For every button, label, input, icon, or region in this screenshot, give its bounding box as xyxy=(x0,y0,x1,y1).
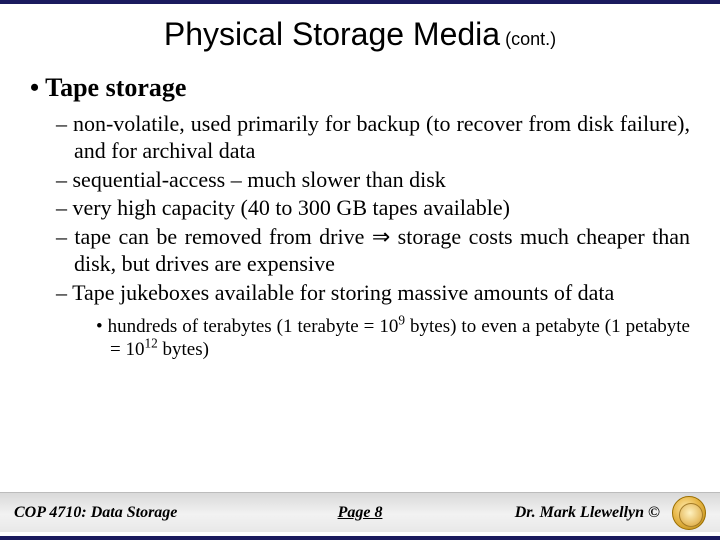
slide-title: Physical Storage Media xyxy=(164,16,500,52)
bullet-lvl2: sequential-access – much slower than dis… xyxy=(74,167,690,194)
footer-author: Dr. Mark Llewellyn © xyxy=(515,504,660,522)
bullet-lvl2: Tape jukeboxes available for storing mas… xyxy=(74,280,690,307)
slide: Physical Storage Media (cont.) Tape stor… xyxy=(0,0,720,540)
footer-right-group: Dr. Mark Llewellyn © xyxy=(515,496,706,530)
lvl3-sup2: 12 xyxy=(144,336,157,351)
title-wrap: Physical Storage Media (cont.) xyxy=(0,4,720,59)
footer-page: Page 8 xyxy=(338,504,383,522)
lvl3-post: bytes) xyxy=(158,339,209,360)
lvl3-pre: hundreds of terabytes (1 terabyte = 10 xyxy=(108,316,399,337)
bullet-lvl2: non-volatile, used primarily for backup … xyxy=(74,111,690,165)
arrow-icon: ⇒ xyxy=(372,224,390,249)
slide-title-cont: (cont.) xyxy=(500,29,556,49)
ucf-seal-icon xyxy=(672,496,706,530)
heading-tape-storage: Tape storage xyxy=(30,73,690,103)
footer: COP 4710: Data Storage Page 8 Dr. Mark L… xyxy=(0,492,720,532)
content: Tape storage non-volatile, used primaril… xyxy=(0,59,720,536)
footer-left: COP 4710: Data Storage xyxy=(14,504,177,522)
bullet-lvl2: very high capacity (40 to 300 GB tapes a… xyxy=(74,195,690,222)
bullet-text-pre: tape can be removed from drive xyxy=(74,224,371,249)
bullet-lvl2: tape can be removed from drive ⇒ storage… xyxy=(74,224,690,278)
bullet-lvl3: hundreds of terabytes (1 terabyte = 109 … xyxy=(110,315,690,361)
